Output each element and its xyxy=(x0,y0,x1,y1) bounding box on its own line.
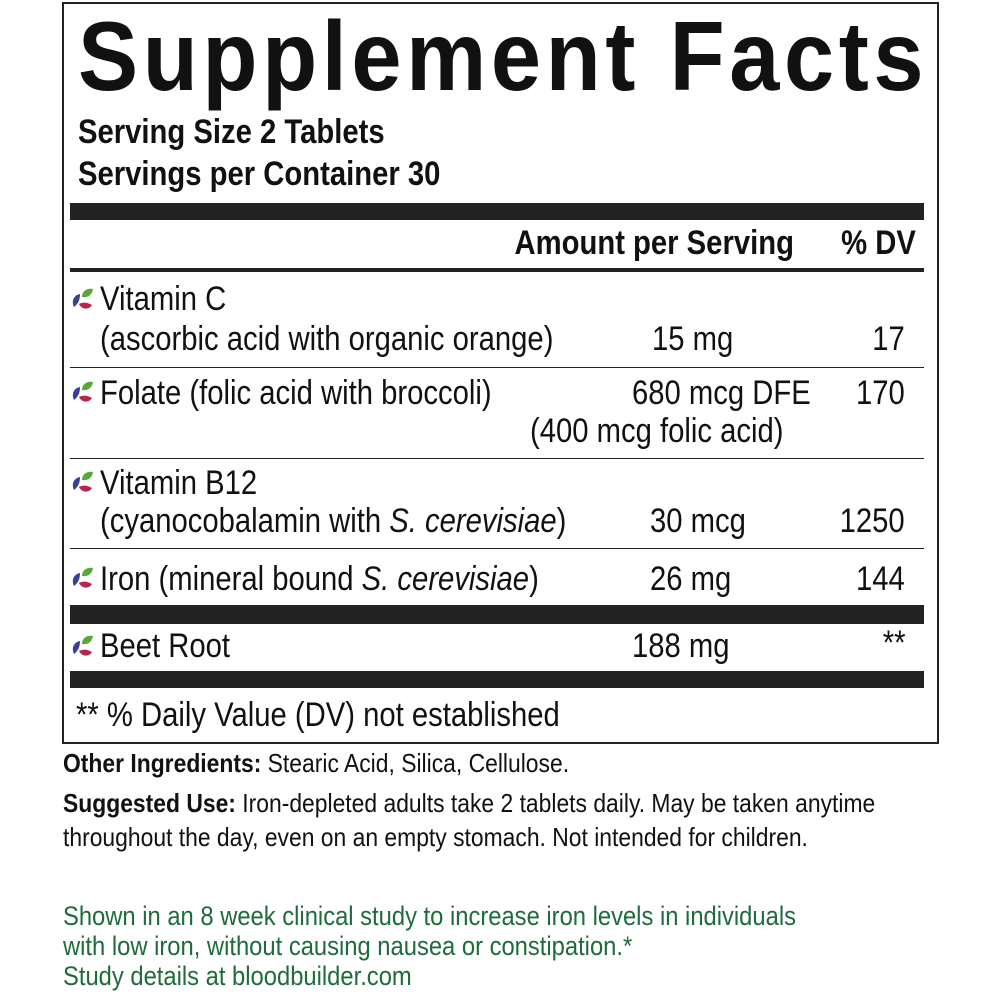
nutrient-name: Iron (mineral bound S. cerevisiae) xyxy=(100,560,539,599)
nutrient-dv: 17 xyxy=(872,320,905,358)
leaf-trio-icon xyxy=(72,381,93,402)
nutrient-dv: 144 xyxy=(856,560,905,598)
serving-size: Serving Size 2 Tablets xyxy=(78,113,385,151)
clinical-claim-line1: Shown in an 8 week clinical study to inc… xyxy=(63,901,796,931)
leaf-trio-icon xyxy=(72,471,93,492)
detail-italic: S. cerevisiae xyxy=(389,502,557,540)
suggested-use-label: Suggested Use: xyxy=(63,788,236,818)
clinical-claim-line2: with low iron, without causing nausea or… xyxy=(63,931,633,961)
supplement-facts-panel xyxy=(62,2,939,744)
panel-title: Supplement Facts xyxy=(78,1,929,111)
name-text: Iron (mineral bound xyxy=(100,560,362,598)
amount-header: Amount per Serving xyxy=(514,224,794,262)
nutrient-name: Folate (folic acid with broccoli) xyxy=(100,374,492,412)
suggested-use: Suggested Use: Iron-depleted adults take… xyxy=(63,786,939,854)
nutrient-amount-detail: (400 mcg folic acid) xyxy=(530,412,784,450)
name-italic: S. cerevisiae xyxy=(361,560,530,598)
leaf-trio-icon xyxy=(72,288,93,309)
nutrient-amount: 30 mcg xyxy=(650,502,746,540)
other-ingredients-label: Other Ingredients: xyxy=(63,748,262,778)
name-text: ) xyxy=(529,560,539,598)
study-details: Study details at bloodbuilder.com xyxy=(63,961,412,991)
nutrient-name: Vitamin C xyxy=(100,280,227,318)
nutrient-dv: 1250 xyxy=(839,502,905,540)
suggested-use-text: Iron-depleted adults take 2 tablets dail… xyxy=(63,788,876,852)
divider xyxy=(70,548,924,549)
detail-text: ) xyxy=(556,502,567,540)
servings-per-container: Servings per Container 30 xyxy=(78,155,441,193)
detail-text: (cyanocobalamin with xyxy=(100,502,390,540)
other-ingredients-text: Stearic Acid, Silica, Cellulose. xyxy=(261,748,570,778)
leaf-trio-icon xyxy=(72,567,93,588)
other-ingredients: Other Ingredients: Stearic Acid, Silica,… xyxy=(63,746,934,780)
dv-header: % DV xyxy=(841,224,916,262)
nutrient-amount: 15 mg xyxy=(652,320,734,358)
nutrient-detail: (ascorbic acid with organic orange) xyxy=(100,320,554,358)
nutrient-amount: 188 mg xyxy=(632,627,730,665)
thick-divider xyxy=(70,605,924,624)
divider xyxy=(70,367,924,368)
divider xyxy=(70,268,924,272)
nutrient-name: Vitamin B12 xyxy=(100,464,258,502)
thick-divider xyxy=(70,203,924,220)
nutrient-amount: 680 mcg DFE xyxy=(632,374,811,412)
divider xyxy=(70,458,924,459)
nutrient-dv: ** xyxy=(882,624,905,662)
nutrient-amount: 26 mg xyxy=(650,560,732,598)
nutrient-detail: (cyanocobalamin with S. cerevisiae) xyxy=(100,502,566,541)
nutrient-name: Beet Root xyxy=(100,627,231,665)
thick-divider xyxy=(70,671,924,688)
leaf-trio-icon xyxy=(72,635,93,656)
nutrient-dv: 170 xyxy=(856,374,905,412)
footnote: ** % Daily Value (DV) not established xyxy=(76,696,560,734)
